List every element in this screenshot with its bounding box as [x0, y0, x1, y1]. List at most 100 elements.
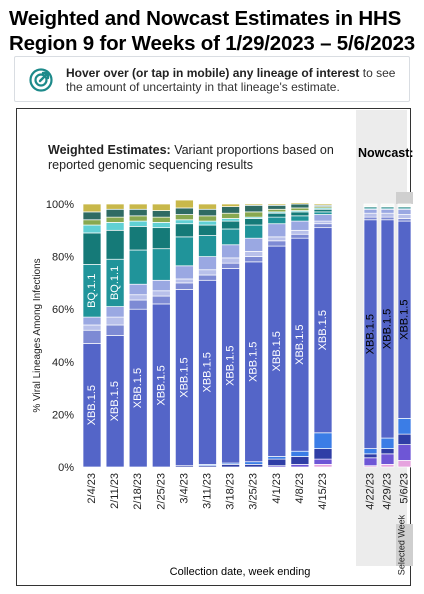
- weighted-bar-segment[interactable]: [198, 235, 217, 257]
- weighted-bar-segment[interactable]: [198, 203, 217, 210]
- weighted-bar-segment[interactable]: [267, 458, 287, 467]
- weighted-bar-segment[interactable]: [267, 216, 287, 225]
- nowcast-bar-segment[interactable]: [380, 448, 395, 455]
- nowcast-bar-segment[interactable]: [363, 448, 378, 455]
- weighted-bar-segment[interactable]: [221, 262, 240, 269]
- nowcast-bar-segment[interactable]: [380, 453, 395, 465]
- weighted-bar-segment[interactable]: [198, 224, 217, 236]
- weighted-bar-segment[interactable]: [128, 220, 148, 227]
- nowcast-bar-segment[interactable]: [397, 203, 412, 205]
- weighted-bar-segment[interactable]: [313, 203, 333, 206]
- nowcast-bar-segment[interactable]: [380, 208, 395, 214]
- weighted-bar-segment[interactable]: [82, 324, 102, 331]
- weighted-bar-segment[interactable]: [290, 211, 310, 217]
- weighted-bar-segment[interactable]: [175, 265, 194, 280]
- nowcast-bar-segment[interactable]: [363, 453, 378, 459]
- weighted-bar-segment[interactable]: [151, 227, 171, 250]
- weighted-bar-segment[interactable]: [244, 461, 264, 465]
- nowcast-bar-segment[interactable]: [397, 433, 412, 445]
- nowcast-bar-segment[interactable]: [363, 212, 378, 218]
- weighted-bar-segment[interactable]: [290, 450, 310, 457]
- weighted-bar-segment[interactable]: [128, 208, 148, 217]
- weighted-bar-segment[interactable]: [105, 306, 125, 318]
- weighted-bar-segment[interactable]: [175, 199, 194, 209]
- weighted-bar-segment[interactable]: [267, 212, 287, 218]
- weighted-bar-segment[interactable]: [290, 233, 310, 239]
- weighted-bar-segment[interactable]: [221, 203, 240, 207]
- weighted-bar-segment[interactable]: [290, 202, 310, 205]
- nowcast-bar-segment[interactable]: [363, 203, 378, 205]
- nowcast-bar-segment[interactable]: [397, 214, 412, 219]
- nowcast-bar-segment[interactable]: [397, 417, 412, 435]
- weighted-bar-segment[interactable]: [244, 464, 264, 468]
- weighted-bar-segment[interactable]: [198, 220, 217, 226]
- weighted-bar-segment[interactable]: [313, 211, 333, 215]
- weighted-bar-segment[interactable]: [175, 282, 194, 290]
- weighted-bar-segment[interactable]: [267, 203, 287, 206]
- weighted-bar-segment[interactable]: [151, 279, 171, 292]
- selected-week-marker[interactable]: [396, 524, 413, 566]
- nowcast-bar-segment[interactable]: [380, 216, 395, 221]
- weighted-bar-segment[interactable]: [244, 250, 264, 257]
- weighted-bar-segment[interactable]: [128, 294, 148, 301]
- weighted-bar-segment[interactable]: [105, 203, 125, 210]
- weighted-bar-segment[interactable]: [267, 204, 287, 210]
- weighted-bar-segment[interactable]: [82, 219, 102, 226]
- weighted-bar-segment[interactable]: [221, 212, 240, 219]
- weighted-bar-segment[interactable]: [290, 215, 310, 222]
- weighted-bar-segment[interactable]: [267, 240, 287, 247]
- weighted-bar-segment[interactable]: [128, 249, 148, 285]
- weighted-bar-segment[interactable]: [82, 316, 102, 326]
- weighted-bar-segment[interactable]: [128, 283, 148, 296]
- weighted-bar-segment[interactable]: [175, 223, 194, 238]
- weighted-bar-segment[interactable]: [267, 223, 287, 238]
- weighted-bar-segment[interactable]: [221, 464, 240, 468]
- weighted-bar-segment[interactable]: [82, 203, 102, 213]
- nowcast-bar-segment[interactable]: [380, 464, 395, 468]
- weighted-bar-segment[interactable]: [175, 214, 194, 221]
- weighted-bar-segment[interactable]: [198, 208, 217, 217]
- weighted-bar-segment[interactable]: [128, 215, 148, 222]
- weighted-bar-segment[interactable]: [198, 269, 217, 276]
- weighted-bar-segment[interactable]: [151, 295, 171, 305]
- weighted-bar-segment[interactable]: [290, 207, 310, 211]
- nowcast-bar-segment[interactable]: [397, 208, 412, 215]
- weighted-bar-segment[interactable]: [105, 208, 125, 218]
- nowcast-bar-segment[interactable]: [380, 203, 395, 205]
- weighted-bar-segment[interactable]: [290, 220, 310, 231]
- weighted-bar-segment[interactable]: [151, 203, 171, 211]
- nowcast-bar-segment[interactable]: [380, 437, 395, 449]
- weighted-bar-segment[interactable]: [267, 208, 287, 213]
- weighted-bar-segment[interactable]: [151, 290, 171, 297]
- weighted-bar-segment[interactable]: [244, 204, 264, 213]
- weighted-bar-segment[interactable]: [267, 236, 287, 242]
- weighted-bar-segment[interactable]: [128, 226, 148, 251]
- weighted-bar-segment[interactable]: [244, 237, 264, 252]
- weighted-bar-segment[interactable]: [151, 216, 171, 223]
- weighted-bar-segment[interactable]: [313, 458, 333, 465]
- nowcast-bar-segment[interactable]: [380, 212, 395, 218]
- nowcast-bar-segment[interactable]: [397, 444, 412, 461]
- weighted-bar-segment[interactable]: [128, 203, 148, 210]
- nowcast-bar-segment[interactable]: [363, 457, 378, 467]
- weighted-bar-segment[interactable]: [105, 229, 125, 260]
- weighted-bar-segment[interactable]: [313, 432, 333, 449]
- weighted-bar-segment[interactable]: [290, 464, 310, 468]
- weighted-bar-segment[interactable]: [151, 210, 171, 218]
- nowcast-bar-segment[interactable]: [397, 218, 412, 222]
- weighted-bar-segment[interactable]: [267, 456, 287, 460]
- weighted-bar-segment[interactable]: [313, 208, 333, 213]
- weighted-bar-segment[interactable]: [221, 244, 240, 259]
- weighted-bar-segment[interactable]: [313, 223, 333, 229]
- weighted-bar-segment[interactable]: [198, 215, 217, 222]
- weighted-bar-segment[interactable]: [244, 203, 264, 206]
- selected-week-top[interactable]: [396, 192, 413, 204]
- weighted-bar-segment[interactable]: [313, 220, 333, 225]
- weighted-bar-segment[interactable]: [175, 219, 194, 225]
- weighted-bar-segment[interactable]: [105, 216, 125, 223]
- weighted-bar-segment[interactable]: [221, 206, 240, 214]
- weighted-bar-segment[interactable]: [290, 229, 310, 235]
- nowcast-bar-segment[interactable]: [363, 208, 378, 214]
- nowcast-bar-segment[interactable]: [397, 460, 412, 468]
- weighted-bar-segment[interactable]: [290, 456, 310, 465]
